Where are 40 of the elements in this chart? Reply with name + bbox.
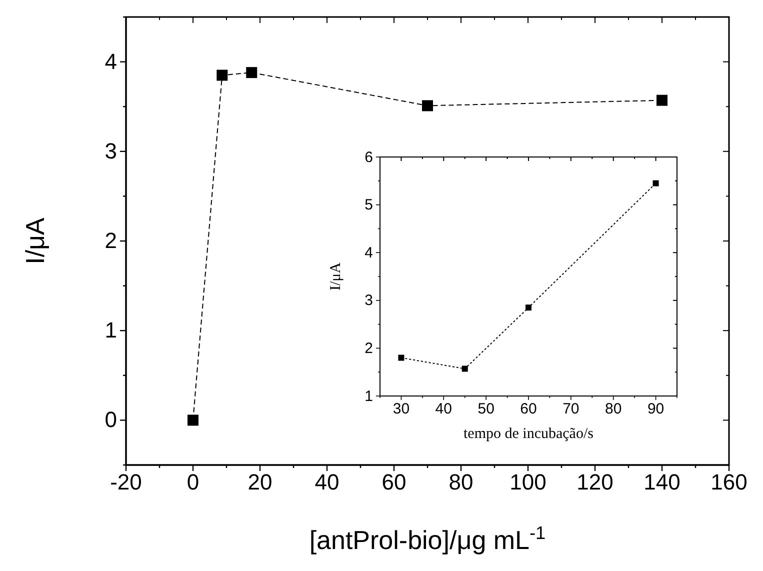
x-tick-label: 70 bbox=[562, 400, 580, 418]
point bbox=[422, 100, 433, 112]
y-axis-title: I/μA bbox=[328, 262, 344, 291]
y-tick-label: 2 bbox=[364, 340, 373, 357]
y-tick-label: 1 bbox=[104, 318, 117, 343]
y-tick-label: 3 bbox=[104, 138, 117, 164]
x-tick-label: 160 bbox=[710, 470, 748, 495]
x-tick-label: 30 bbox=[392, 400, 410, 418]
y-tick-label: 4 bbox=[104, 48, 117, 74]
y-tick-label: 4 bbox=[364, 244, 373, 262]
x-tick-label: 20 bbox=[248, 470, 272, 495]
x-axis-title: [antProl-bio]/μg mL$^{-1}$ bbox=[309, 523, 546, 555]
point bbox=[216, 70, 228, 81]
y-tick-label: 6 bbox=[364, 148, 373, 166]
x-tick-label: 50 bbox=[478, 400, 494, 418]
x-tick-label: 140 bbox=[644, 470, 680, 495]
point bbox=[188, 414, 198, 426]
x-tick-label: 60 bbox=[520, 400, 537, 418]
x-axis-title: tempo de incubação/s bbox=[464, 426, 594, 442]
point bbox=[462, 366, 468, 372]
x-tick-label: 40 bbox=[435, 400, 452, 418]
x-tick-label: 40 bbox=[314, 470, 340, 495]
x-tick-label: 100 bbox=[510, 470, 546, 495]
y-tick-label: 1 bbox=[364, 388, 373, 405]
x-tick-label: 60 bbox=[382, 470, 406, 495]
x-tick-label: 90 bbox=[647, 400, 664, 418]
y-tick-label: 2 bbox=[104, 228, 117, 254]
y-tick-label: 5 bbox=[364, 196, 373, 214]
y-axis-title: I/μA bbox=[20, 216, 50, 264]
x-tick-label: -20 bbox=[110, 470, 142, 495]
y-tick-label: 3 bbox=[364, 292, 373, 310]
point bbox=[652, 180, 659, 186]
x-tick-label: 0 bbox=[186, 470, 200, 495]
point bbox=[246, 67, 258, 78]
x-tick-label: 120 bbox=[576, 470, 614, 495]
point bbox=[656, 94, 668, 106]
point bbox=[398, 354, 404, 361]
x-tick-label: 80 bbox=[605, 400, 622, 418]
point bbox=[526, 304, 532, 311]
x-tick-label: 80 bbox=[448, 470, 474, 495]
